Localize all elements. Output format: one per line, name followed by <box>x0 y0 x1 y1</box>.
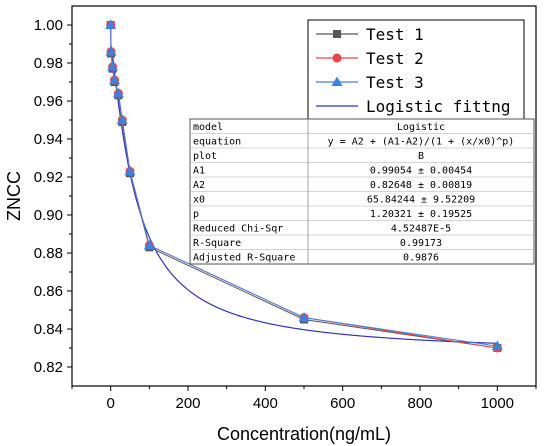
x-tick-label: 400 <box>253 395 278 412</box>
y-axis-title: ZNCC <box>4 171 24 221</box>
series-line <box>110 24 498 347</box>
table-key: Reduced Chi-Sqr <box>193 224 283 235</box>
data-point <box>491 340 503 351</box>
table-value: 1.20321 ± 0.19525 <box>370 209 472 220</box>
table-key: Adjusted R-Square <box>193 253 295 264</box>
series-layer <box>105 19 503 353</box>
x-tick-label: 1000 <box>481 395 514 412</box>
legend: Test 1 Test 2 Test 3 Logistic fittng <box>307 19 525 121</box>
data-point <box>105 19 117 29</box>
y-tick-label: 0.84 <box>34 321 63 338</box>
table-key: A2 <box>193 180 205 191</box>
y-axis: 0.82 0.84 0.86 0.88 0.90 0.92 0.94 0.96 0.98 1.00 <box>34 17 72 376</box>
legend-marker <box>333 30 341 38</box>
legend-marker <box>331 76 343 86</box>
data-point <box>124 165 136 176</box>
data-point <box>109 74 121 85</box>
table-value: 0.82648 ± 0.00819 <box>370 180 472 191</box>
legend-entry: Logistic fittng <box>316 97 511 116</box>
legend-entry: Test 2 <box>316 49 424 68</box>
x-tick-label: 0 <box>106 395 114 412</box>
y-tick-label: 0.86 <box>34 283 63 300</box>
table-key: plot <box>193 151 217 162</box>
legend-entry: Test 3 <box>316 73 424 92</box>
table-value: B <box>418 151 424 162</box>
y-tick-label: 0.90 <box>34 207 63 224</box>
table-key: p <box>193 209 199 220</box>
y-tick-label: 0.98 <box>34 55 63 72</box>
legend-box <box>307 19 525 121</box>
y-tick-label: 0.96 <box>34 93 63 110</box>
data-point <box>112 87 124 98</box>
series-3 <box>105 19 503 351</box>
y-tick-label: 0.94 <box>34 131 63 148</box>
legend-label: Test 3 <box>366 73 424 92</box>
table-value: 0.99054 ± 0.00454 <box>370 166 472 177</box>
data-point <box>143 239 155 250</box>
fit-curve <box>110 42 498 344</box>
table-value: y = A2 + (A1-A2)/(1 + (x/x0)^p) <box>328 137 515 148</box>
legend-label: Test 1 <box>366 25 424 44</box>
table-value: Logistic <box>397 122 445 133</box>
table-key: A1 <box>193 166 205 177</box>
table-key: equation <box>193 137 241 148</box>
data-point <box>116 114 128 124</box>
data-point <box>298 312 310 322</box>
x-tick-label: 600 <box>330 395 355 412</box>
table-value: 0.9876 <box>403 253 439 264</box>
table-value: 4.52487E-5 <box>391 224 451 235</box>
y-tick-label: 1.00 <box>34 17 63 34</box>
table-value: 65.84244 ± 9.52209 <box>367 195 475 206</box>
x-axis-title: Concentration(ng/mL) <box>217 424 391 444</box>
table-value: 0.99173 <box>400 238 442 249</box>
data-point <box>105 46 117 56</box>
legend-entry: Test 1 <box>316 25 424 44</box>
fit-parameters-table: model Logistic equation y = A2 + (A1-A2)/(1… <box>189 118 535 265</box>
y-tick-label: 0.88 <box>34 245 63 262</box>
plot-area: 0 200 400 600 800 1000 0.820.840.860.880.900.… <box>34 5 537 412</box>
y-tick-label: 0.82 <box>34 359 63 376</box>
x-tick-label: 800 <box>407 395 432 412</box>
legend-marker <box>332 53 342 63</box>
legend-label: Test 2 <box>366 49 424 68</box>
table-key: model <box>193 122 223 133</box>
table-key: x0 <box>193 195 205 206</box>
data-point <box>107 61 119 71</box>
x-tick-label: 200 <box>175 395 200 412</box>
x-axis: 0 200 400 600 800 1000 <box>71 386 537 412</box>
table-key: R-Square <box>193 238 241 249</box>
legend-label: Logistic fittng <box>366 97 511 116</box>
y-tick-label: 0.92 <box>34 169 63 186</box>
